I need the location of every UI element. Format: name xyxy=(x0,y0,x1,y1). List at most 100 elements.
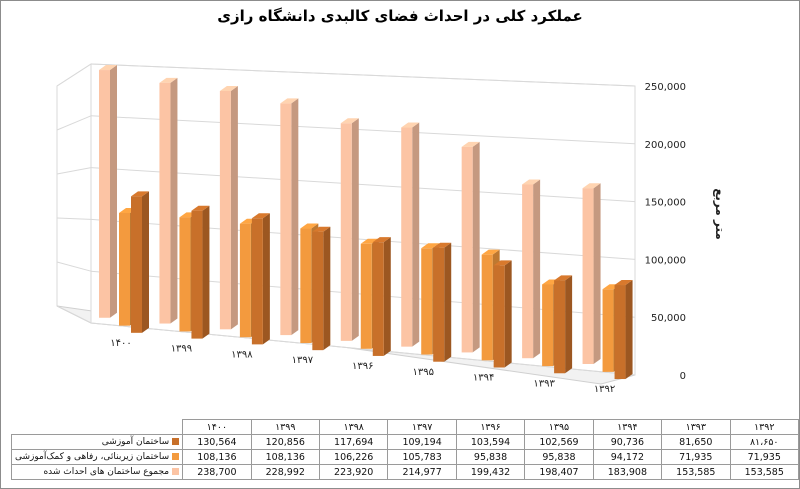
bar-top xyxy=(360,238,379,244)
table-column-header: ۱۳۹۳ xyxy=(661,419,731,435)
gridline-side xyxy=(56,63,92,87)
bar xyxy=(191,210,203,339)
y-tick-label: 100,000 xyxy=(645,255,686,266)
bar-side xyxy=(291,98,299,336)
bar xyxy=(493,265,505,368)
table-cell: ۸۱،۶۵۰ xyxy=(729,434,799,450)
bar-top xyxy=(219,85,238,91)
table-column-header: ۱۳۹۶ xyxy=(455,419,526,435)
bar xyxy=(219,90,231,330)
table-header-row: ۱۴۰۰ ۱۳۹۹ ۱۳۹۸ ۱۳۹۷ ۱۳۹۶ ۱۳۹۵ ۱۳۹۴ ۱۳۹۳ ۱۳۹۲ xyxy=(11,419,799,435)
bar xyxy=(239,223,251,338)
table-row: ساختمان آموزشی 130,564 120,856 117,694 109,1… xyxy=(10,434,799,450)
table-cell: 238,700 xyxy=(182,464,252,480)
side-wall xyxy=(56,63,92,324)
bar-side xyxy=(593,183,601,364)
bar-top xyxy=(280,98,299,104)
bar xyxy=(280,103,292,336)
bar xyxy=(179,217,191,332)
gridline xyxy=(90,63,636,87)
bar-side xyxy=(383,237,391,356)
x-tick-label: ۱۳۹۷ xyxy=(292,355,314,366)
bar xyxy=(433,247,445,362)
bar-side xyxy=(110,65,117,318)
chart-title: عملکرد کلی در احداث فضای کالبدی دانشگاه … xyxy=(217,7,583,25)
bar xyxy=(372,242,384,356)
table-cell: 198,407 xyxy=(524,464,594,480)
table-column-header: ۱۳۹۷ xyxy=(387,419,457,435)
bar-top xyxy=(481,249,500,255)
y-tick-label: 50,000 xyxy=(651,313,686,324)
bar-side xyxy=(533,179,541,359)
bar xyxy=(554,280,566,374)
bar-top xyxy=(372,237,391,243)
table-cell: 90,736 xyxy=(592,434,663,450)
bar xyxy=(251,218,263,345)
bar-top xyxy=(312,226,331,232)
chart-plot: 0 50,000 100,000 150,000 200,000 250,000 ۱۴۰۰ ۱… xyxy=(56,63,686,395)
gridline-side xyxy=(56,217,92,220)
bar-top xyxy=(614,280,633,286)
table-row: ساختمان زیربنائی، رفاهی و کمک‌آموزشی 108,… xyxy=(10,449,799,465)
bar xyxy=(522,184,534,359)
bar xyxy=(99,70,110,318)
table-cell: 199,432 xyxy=(455,464,526,480)
bar-side xyxy=(170,77,178,324)
bar-top xyxy=(131,191,149,197)
bar xyxy=(582,188,594,364)
bar xyxy=(421,248,433,355)
bar-side xyxy=(625,280,633,380)
bar-side xyxy=(504,260,512,368)
table-cell: 105,783 xyxy=(387,449,457,465)
bar-top xyxy=(493,260,512,266)
table-cell: 214,977 xyxy=(387,464,457,480)
table-cell: 108,136 xyxy=(182,449,252,465)
y-axis-label: متر مربع xyxy=(713,188,727,240)
bar-top xyxy=(99,65,117,71)
bar xyxy=(401,127,413,347)
bar-top xyxy=(582,183,601,189)
bar-top xyxy=(401,122,420,128)
bar-top xyxy=(340,118,359,124)
x-tick-label: ۱۳۹۸ xyxy=(231,349,253,360)
table-column-header: ۱۳۹۸ xyxy=(318,419,389,435)
bar xyxy=(614,285,626,380)
bar-side xyxy=(412,122,420,347)
legend-swatch xyxy=(172,453,180,460)
series-legend-cell: مجموع ساختمان های احداث شده xyxy=(10,464,184,480)
table-cell: 95,838 xyxy=(524,449,594,465)
gridline-side xyxy=(56,167,92,175)
x-tick-label: ۱۳۹۲ xyxy=(594,384,615,395)
bar xyxy=(131,196,142,333)
table-column-header: ۱۴۰۰ xyxy=(182,419,252,435)
bar xyxy=(481,254,493,361)
table-cell: 117,694 xyxy=(318,434,389,450)
bar-top xyxy=(191,205,210,211)
bar-side xyxy=(230,85,238,330)
bar-top xyxy=(554,275,573,281)
table-cell: 106,226 xyxy=(318,449,389,465)
table-cell: 153,585 xyxy=(661,464,731,480)
x-tick-label: ۱۳۹۶ xyxy=(352,361,373,372)
x-tick-label: ۱۳۹۳ xyxy=(533,378,555,389)
bar xyxy=(312,231,324,351)
bar xyxy=(340,123,352,341)
bar xyxy=(360,243,372,349)
gridline xyxy=(90,167,636,203)
bar xyxy=(461,146,473,353)
bar-side xyxy=(142,191,149,333)
bar-top xyxy=(421,243,440,249)
y-tick-label: 150,000 xyxy=(645,198,686,209)
gridline-side xyxy=(56,115,92,131)
legend-swatch xyxy=(172,468,180,475)
x-tick-label: ۱۴۰۰ xyxy=(110,338,131,349)
table-cell: 183,908 xyxy=(592,464,663,480)
bar xyxy=(119,212,130,326)
table-cell: 153,585 xyxy=(729,464,799,480)
series-legend-cell: ساختمان زیربنائی، رفاهی و کمک‌آموزشی xyxy=(10,449,184,465)
table-row: مجموع ساختمان های احداث شده 238,700 228,99… xyxy=(10,464,799,480)
series-name: ساختمان زیربنائی، رفاهی و کمک‌آموزشی xyxy=(15,452,170,462)
bar-top xyxy=(251,213,270,219)
bar-side xyxy=(444,242,452,362)
